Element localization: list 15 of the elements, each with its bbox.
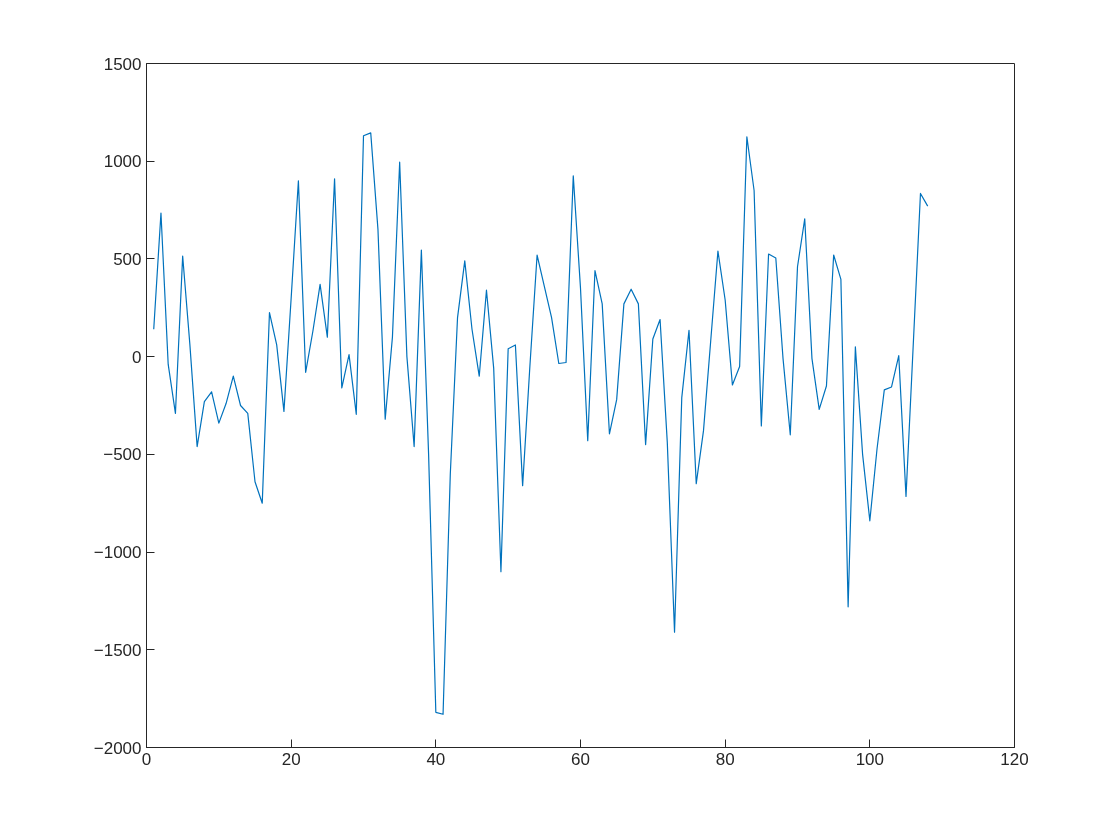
x-tick-label: 20 bbox=[281, 749, 301, 769]
line-series bbox=[153, 132, 929, 715]
y-tick-label: 0 bbox=[132, 347, 142, 367]
x-tick-label: 60 bbox=[571, 749, 590, 769]
x-tick-label: 120 bbox=[1000, 749, 1029, 769]
y-tick-label: −2000 bbox=[93, 738, 142, 758]
x-tick-label: 80 bbox=[715, 749, 735, 769]
y-tick-label: 500 bbox=[113, 249, 142, 269]
x-tick-label: 100 bbox=[855, 749, 885, 769]
y-tick-label: −1500 bbox=[93, 640, 142, 660]
y-tick-label: 1500 bbox=[103, 54, 142, 74]
x-tick-label: 40 bbox=[426, 749, 446, 769]
y-tick-label: 1000 bbox=[103, 152, 142, 172]
y-tick-label: −1000 bbox=[93, 543, 142, 563]
y-tick-label: −500 bbox=[103, 445, 142, 465]
